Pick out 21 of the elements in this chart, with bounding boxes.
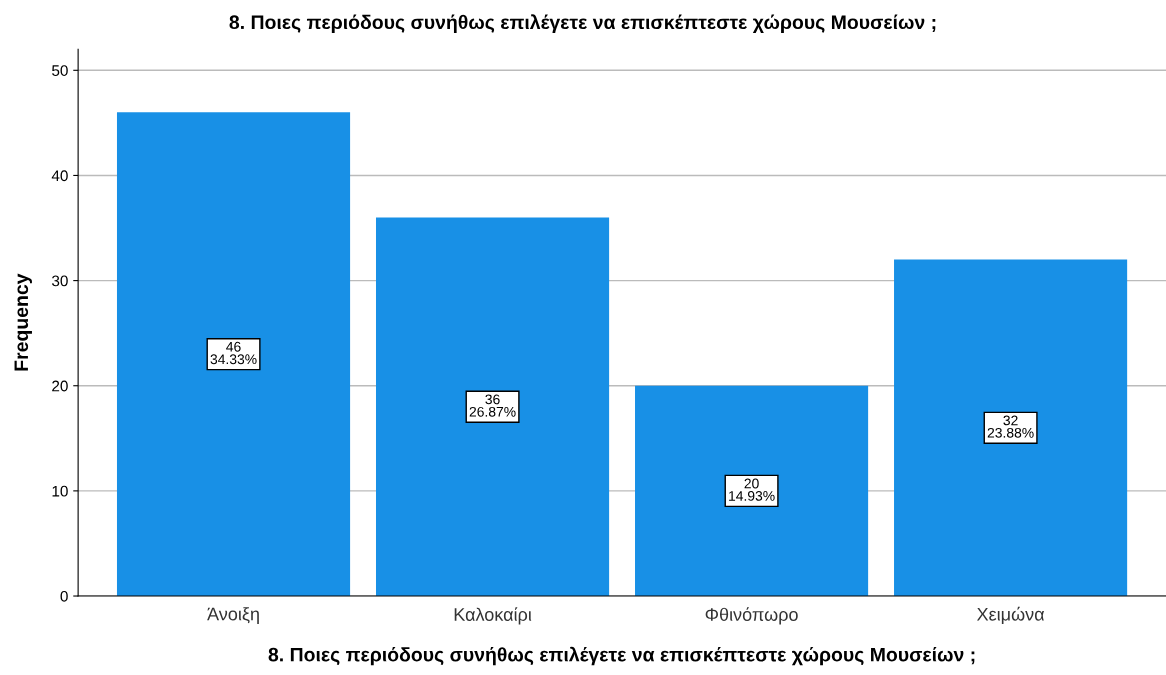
- y-tick-label: 40: [51, 170, 68, 182]
- x-axis-title: 8. Ποιες περιόδους συνήθως επιλέγετε να επισκέπτεστε χώρους Μουσείων ;: [268, 646, 975, 666]
- y-tick-label: 10: [52, 485, 68, 497]
- x-tick-label: Άνοιξη: [207, 607, 259, 624]
- chart-title: 8. Ποιες περιόδους συνήθως επιλέγετε να επισκέπτεστε χώρους Μουσείων ;: [229, 14, 936, 33]
- y-axis-title: Frequency: [14, 273, 32, 371]
- data-label: 20 14.93%: [729, 478, 775, 501]
- y-tick-label: 0: [60, 590, 68, 602]
- y-tick-label: 20: [52, 380, 68, 392]
- y-tick-label: 50: [52, 65, 68, 76]
- x-tick-label: Φθινόπωρο: [705, 607, 798, 625]
- bar: [635, 385, 869, 597]
- y-tick-label: 30: [51, 275, 68, 287]
- x-tick-label: Καλοκαίρι: [454, 607, 532, 625]
- bar: [894, 259, 1128, 597]
- bar: [116, 112, 351, 597]
- bar: [375, 217, 610, 597]
- data-label: 46 34.33%: [210, 341, 257, 365]
- x-tick-label: Χειμώνα: [976, 606, 1045, 624]
- data-label: 32 23.88%: [987, 415, 1034, 438]
- data-label: 36 26.87%: [469, 394, 516, 417]
